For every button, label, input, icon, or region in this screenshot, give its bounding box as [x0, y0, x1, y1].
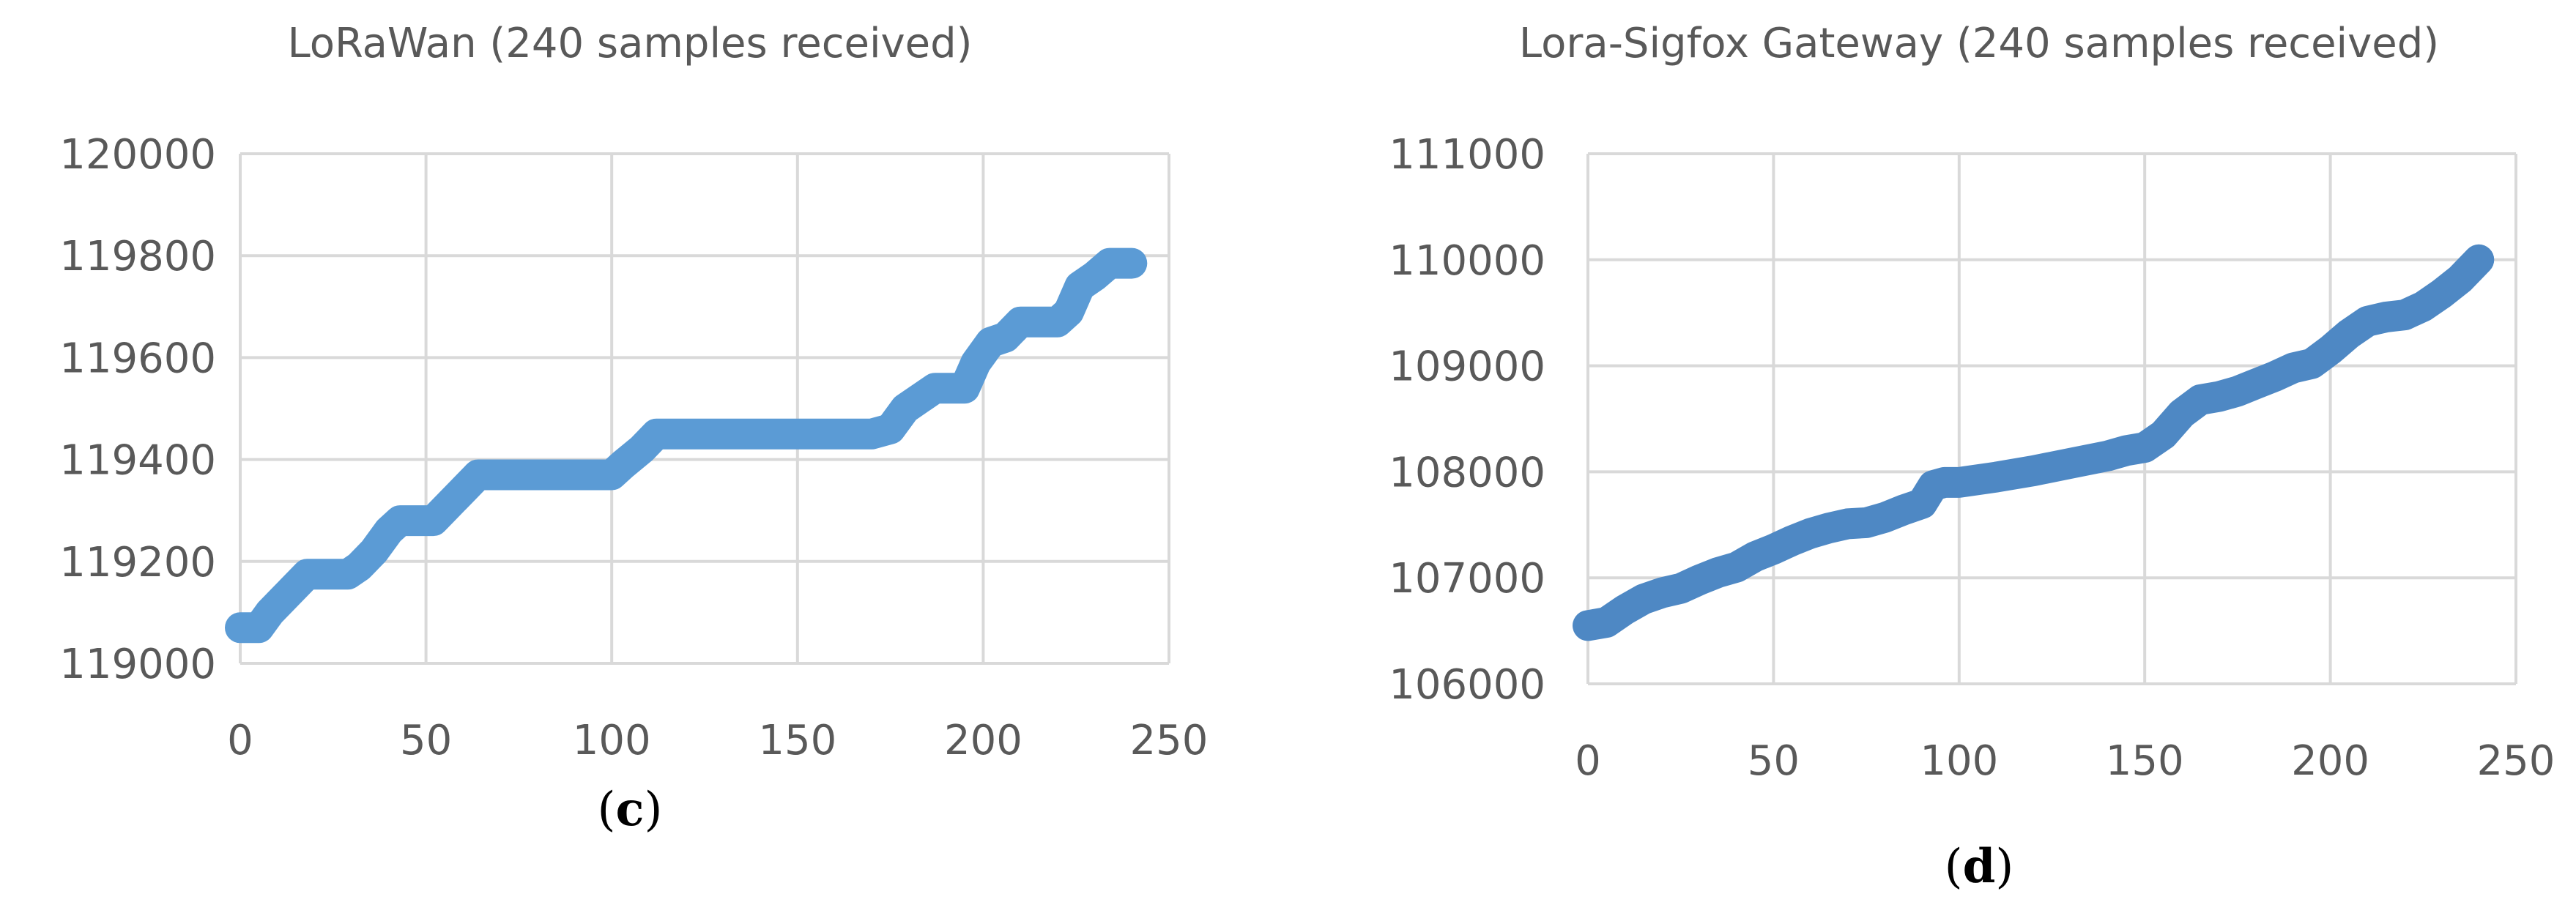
- chart-lora-sigfox-gateway: Lora-Sigfox Gateway (240 samples receive…: [1389, 20, 2555, 894]
- series-line: [1573, 244, 2495, 641]
- x-tick-label: 200: [2291, 737, 2369, 785]
- x-tick-label: 50: [1748, 737, 1800, 785]
- gridlines: [1586, 152, 2517, 685]
- x-tick-label: 250: [1130, 717, 1209, 764]
- x-tick-label: 250: [2477, 737, 2555, 785]
- x-tick-label: 150: [2106, 737, 2184, 785]
- x-tick-label: 200: [944, 717, 1022, 764]
- y-tick-label: 120000: [59, 131, 216, 179]
- series-0-line: [1573, 244, 2495, 641]
- panel-label: (d): [1945, 839, 2014, 894]
- chart-title: Lora-Sigfox Gateway (240 samples receive…: [1519, 20, 2439, 67]
- panel-label: (c): [598, 782, 663, 837]
- chart-title: LoRaWan (240 samples received): [287, 20, 972, 67]
- y-tick-label: 119400: [59, 437, 216, 485]
- y-tick-label: 119800: [59, 233, 216, 280]
- series-0-line: [225, 247, 1148, 644]
- y-axis-ticks: 106000 107000 108000 109000 110000 111000: [1389, 131, 1545, 709]
- y-tick-label: 106000: [1389, 661, 1545, 709]
- y-tick-label: 108000: [1389, 449, 1545, 496]
- y-tick-label: 119600: [59, 335, 216, 382]
- y-tick-label: 119000: [59, 641, 216, 688]
- y-tick-label: 119200: [59, 539, 216, 586]
- x-tick-label: 100: [573, 717, 651, 764]
- x-tick-label: 0: [227, 717, 253, 764]
- y-axis-ticks: 119000 119200 119400 119600 119800 120000: [59, 131, 216, 688]
- y-tick-label: 111000: [1389, 131, 1545, 179]
- x-tick-label: 0: [1575, 737, 1601, 785]
- x-axis-ticks: 0 50 100 150 200 250: [227, 717, 1208, 764]
- x-tick-label: 100: [1920, 737, 1998, 785]
- x-axis-ticks: 0 50 100 150 200 250: [1575, 737, 2555, 785]
- x-tick-label: 150: [758, 717, 836, 764]
- y-tick-label: 109000: [1389, 343, 1545, 391]
- series-line: [225, 247, 1148, 644]
- y-tick-label: 110000: [1389, 237, 1545, 285]
- y-tick-label: 107000: [1389, 555, 1545, 603]
- x-tick-label: 50: [400, 717, 452, 764]
- chart-lorawan: LoRaWan (240 samples received) 119000119…: [59, 20, 1208, 837]
- gridlines: [239, 152, 1170, 665]
